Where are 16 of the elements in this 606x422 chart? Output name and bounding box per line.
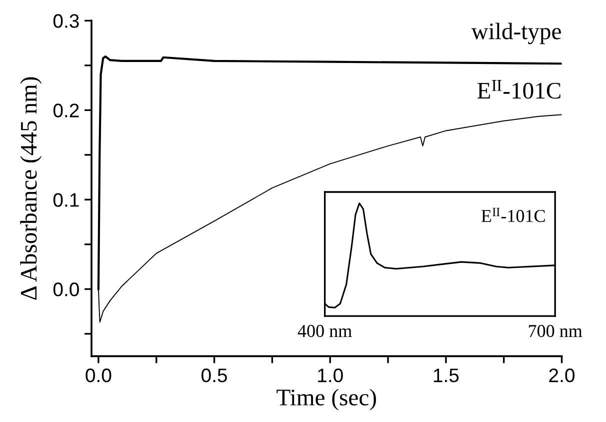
x-tick-label: 0.0 (86, 368, 112, 382)
x-tick-label: 700 nm (528, 324, 582, 338)
y-tick-label: 0.0 (53, 282, 79, 296)
series-label: wild-type (471, 22, 561, 44)
x-axis-title: Time (sec) (276, 388, 376, 410)
chart-title: E$^{II}$-101C (481, 208, 545, 222)
y-tick-label: 0.2 (53, 104, 79, 118)
x-tick-label: 0.5 (202, 368, 227, 382)
x-tick-label: 2.0 (549, 368, 575, 382)
y-tick-label: 0.3 (53, 14, 79, 28)
series-label: E$^{II}$-101C (477, 80, 560, 99)
y-tick-label: 0.1 (53, 193, 79, 207)
y-axis-title: Δ Absorbance (445 nm) (20, 77, 42, 300)
x-tick-label: 1.0 (318, 368, 343, 382)
x-tick-label: 1.5 (434, 368, 459, 382)
x-tick-label: 400 nm (298, 324, 352, 338)
